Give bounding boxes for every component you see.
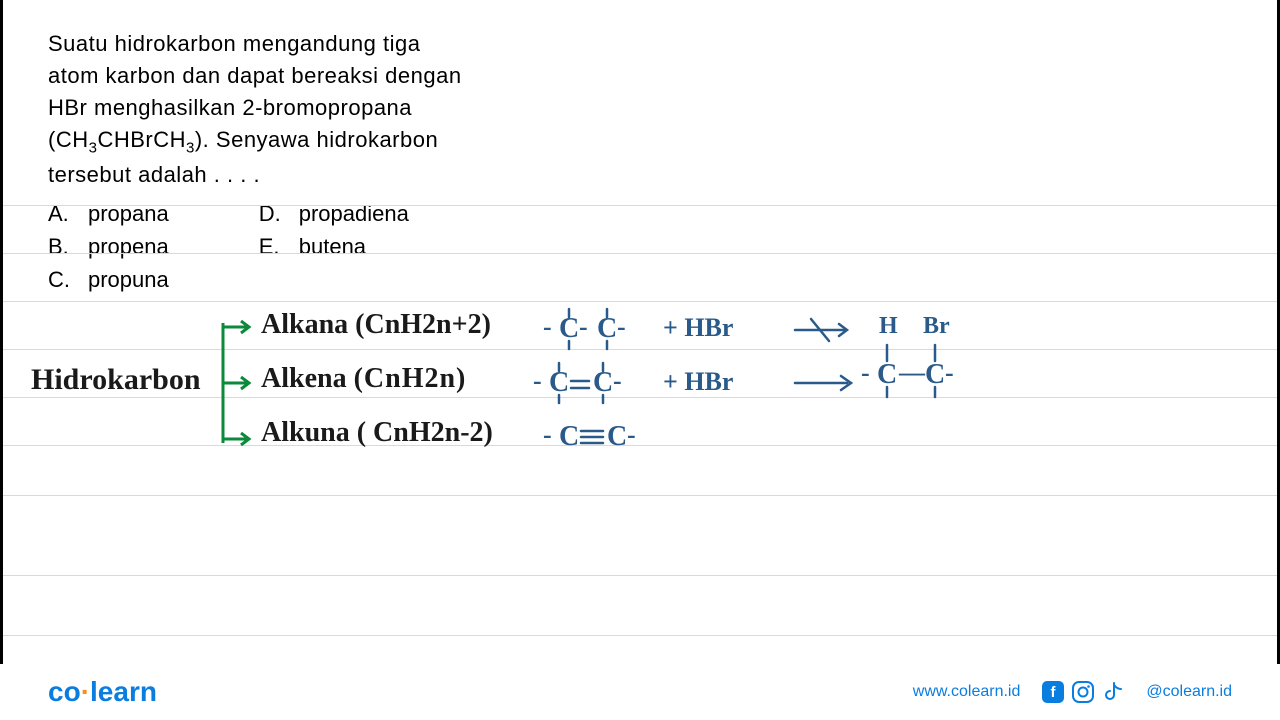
svg-text:-: - <box>861 358 870 387</box>
ruled-line <box>3 635 1277 636</box>
hw-br-label: Br <box>923 313 950 340</box>
question-line: tersebut adalah . . . . <box>48 159 608 191</box>
svg-text:-: - <box>579 312 588 341</box>
hw-alkena: Alkena (CnH2n) <box>261 363 466 395</box>
ruled-line <box>3 495 1277 496</box>
logo-co: co <box>48 676 81 707</box>
site-url: www.colearn.id <box>913 683 1021 701</box>
ruled-line <box>3 301 1277 302</box>
question-line: (CH3CHBrCH3). Senyawa hidrokarbon <box>48 124 608 159</box>
social-icons: f <box>1042 681 1124 703</box>
hw-h-label: H <box>879 313 898 340</box>
facebook-icon: f <box>1042 681 1064 703</box>
logo-dot-icon: · <box>81 676 90 707</box>
product-structure-icon: - C — C - <box>861 345 981 405</box>
question-line: atom karbon dan dapat bereaksi dengan <box>48 60 608 92</box>
logo: co·learn <box>48 676 157 708</box>
double-bond-icon: - C C - <box>533 359 653 409</box>
single-bond-icon: - C - C - <box>543 305 653 355</box>
hw-alkuna: Alkuna ( CnH2n-2) <box>261 417 493 449</box>
question-line: HBr menghasilkan 2-bromopropana <box>48 92 608 124</box>
ruled-line <box>3 253 1277 254</box>
question-line: Suatu hidrokarbon mengandung tiga <box>48 28 608 60</box>
svg-text:-: - <box>627 420 636 449</box>
hw-plus-hbr-1: + HBr <box>663 313 733 343</box>
svg-text:—: — <box>898 358 926 387</box>
svg-text:C: C <box>559 421 579 452</box>
notebook-area: Hidrokarbon Alkana (CnH2n+2) - C - C - +… <box>3 195 1277 664</box>
svg-text:C: C <box>877 359 897 390</box>
question-text: Suatu hidrokarbon mengandung tiga atom k… <box>48 28 608 191</box>
logo-learn: learn <box>90 676 157 707</box>
svg-text:-: - <box>613 366 622 395</box>
svg-text:-: - <box>945 358 954 387</box>
ruled-line <box>3 205 1277 206</box>
svg-text:-: - <box>543 312 552 341</box>
hw-hidrokarbon: Hidrokarbon <box>31 363 201 397</box>
hw-alkana: Alkana (CnH2n+2) <box>261 309 491 341</box>
reaction-arrow-icon <box>793 371 863 395</box>
ruled-line <box>3 575 1277 576</box>
no-reaction-arrow-icon <box>793 315 863 345</box>
instagram-icon <box>1072 681 1094 703</box>
footer: co·learn www.colearn.id f @colearn.id <box>0 664 1280 720</box>
svg-text:-: - <box>543 420 552 449</box>
svg-text:C: C <box>607 421 627 452</box>
footer-right: www.colearn.id f @colearn.id <box>913 681 1232 703</box>
tiktok-icon <box>1102 681 1124 703</box>
svg-text:-: - <box>617 312 626 341</box>
svg-text:-: - <box>533 366 542 395</box>
triple-bond-icon: - C C - <box>543 417 673 453</box>
svg-text:C: C <box>925 359 945 390</box>
hw-plus-hbr-2: + HBr <box>663 367 733 397</box>
social-handle: @colearn.id <box>1146 683 1232 701</box>
